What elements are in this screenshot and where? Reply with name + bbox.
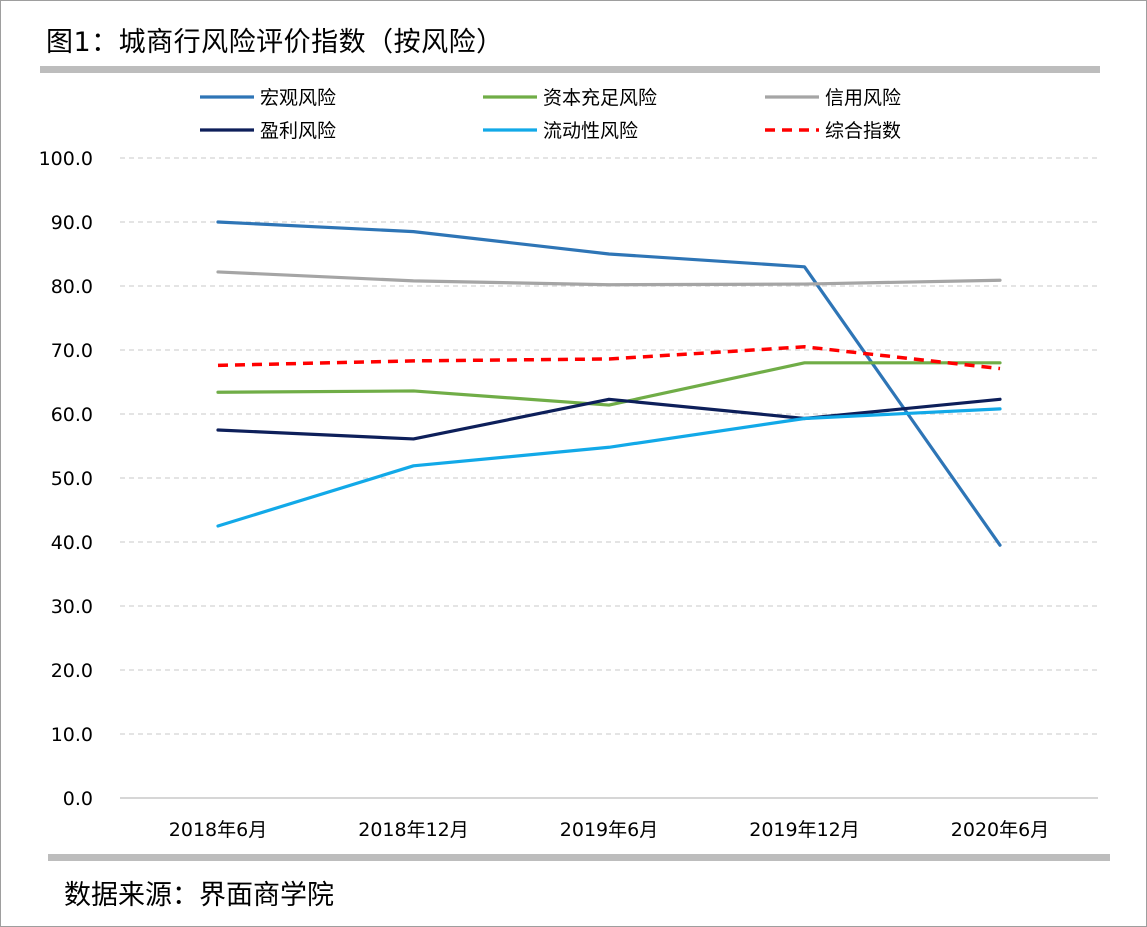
title-divider bbox=[40, 66, 1100, 73]
x-tick-label: 2018年12月 bbox=[358, 819, 469, 841]
x-tick-label: 2020年6月 bbox=[951, 819, 1049, 841]
x-tick-label: 2018年6月 bbox=[169, 819, 267, 841]
source-divider bbox=[48, 854, 1110, 861]
y-tick-label: 20.0 bbox=[51, 660, 93, 682]
x-axis-ticks: 2018年6月 2018年12月 2019年6月 2019年12月 2020年6月 bbox=[169, 819, 1049, 841]
legend-label: 盈利风险 bbox=[260, 120, 336, 142]
y-tick-label: 40.0 bbox=[51, 532, 93, 554]
y-tick-label: 80.0 bbox=[51, 276, 93, 298]
data-source-note: 数据来源：界面商学院 bbox=[64, 880, 334, 911]
y-axis-ticks: 100.0 90.0 80.0 70.0 60.0 50.0 40.0 30.0 20.0 10.… bbox=[39, 148, 93, 810]
y-tick-label: 30.0 bbox=[51, 596, 93, 618]
y-tick-label: 10.0 bbox=[51, 724, 93, 746]
legend-label: 综合指数 bbox=[825, 120, 901, 142]
chart-title: 图1：城商行风险评价指数（按风险） bbox=[46, 27, 504, 58]
series-line bbox=[216, 270, 1002, 287]
y-tick-label: 90.0 bbox=[51, 212, 93, 234]
y-tick-label: 60.0 bbox=[51, 404, 93, 426]
y-tick-label: 70.0 bbox=[51, 340, 93, 362]
x-tick-label: 2019年6月 bbox=[560, 819, 658, 841]
legend-label: 资本充足风险 bbox=[543, 87, 657, 109]
legend-label: 信用风险 bbox=[825, 87, 901, 109]
x-tick-label: 2019年12月 bbox=[749, 819, 860, 841]
legend-label: 流动性风险 bbox=[543, 120, 638, 142]
y-tick-label: 0.0 bbox=[63, 788, 93, 810]
legend-label: 宏观风险 bbox=[260, 87, 336, 109]
series-line bbox=[216, 220, 1002, 547]
y-tick-label: 50.0 bbox=[51, 468, 93, 490]
gridlines bbox=[120, 157, 1098, 799]
series-line bbox=[216, 407, 1002, 528]
series-line bbox=[216, 397, 1002, 441]
series-line bbox=[217, 345, 1001, 371]
y-tick-label: 100.0 bbox=[39, 148, 93, 170]
series-line bbox=[216, 361, 1002, 407]
series-lines bbox=[216, 220, 1002, 547]
